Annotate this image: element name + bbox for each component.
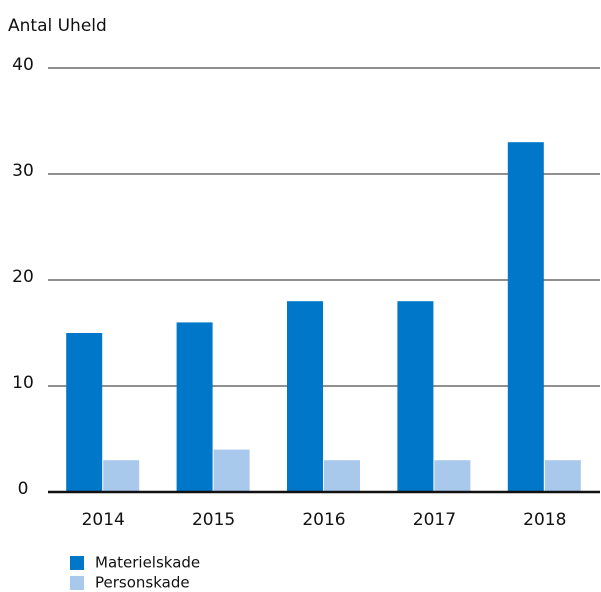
bar <box>324 460 360 492</box>
y-tick-label: 20 <box>12 267 34 287</box>
bar <box>176 322 213 492</box>
y-tick-label: 0 <box>18 479 29 499</box>
bar <box>507 142 544 492</box>
legend-swatch <box>70 556 84 570</box>
bar <box>213 449 250 492</box>
y-axis-label: Antal Uheld <box>8 16 107 36</box>
bar <box>287 301 323 492</box>
legend-swatch <box>70 576 84 590</box>
bar <box>103 460 140 492</box>
bar <box>397 301 434 492</box>
bar <box>66 333 103 492</box>
x-tick-label: 2018 <box>523 510 566 530</box>
bar <box>544 460 581 492</box>
y-tick-label: 10 <box>12 373 34 393</box>
bar <box>434 460 471 492</box>
y-tick-label: 30 <box>12 161 34 181</box>
x-tick-label: 2015 <box>192 510 235 530</box>
legend-label: Personskade <box>95 574 190 592</box>
x-tick-label: 2017 <box>413 510 456 530</box>
legend-label: Materielskade <box>95 554 200 572</box>
x-tick-label: 2014 <box>82 510 125 530</box>
x-tick-label: 2016 <box>302 510 345 530</box>
y-tick-label: 40 <box>12 55 34 75</box>
